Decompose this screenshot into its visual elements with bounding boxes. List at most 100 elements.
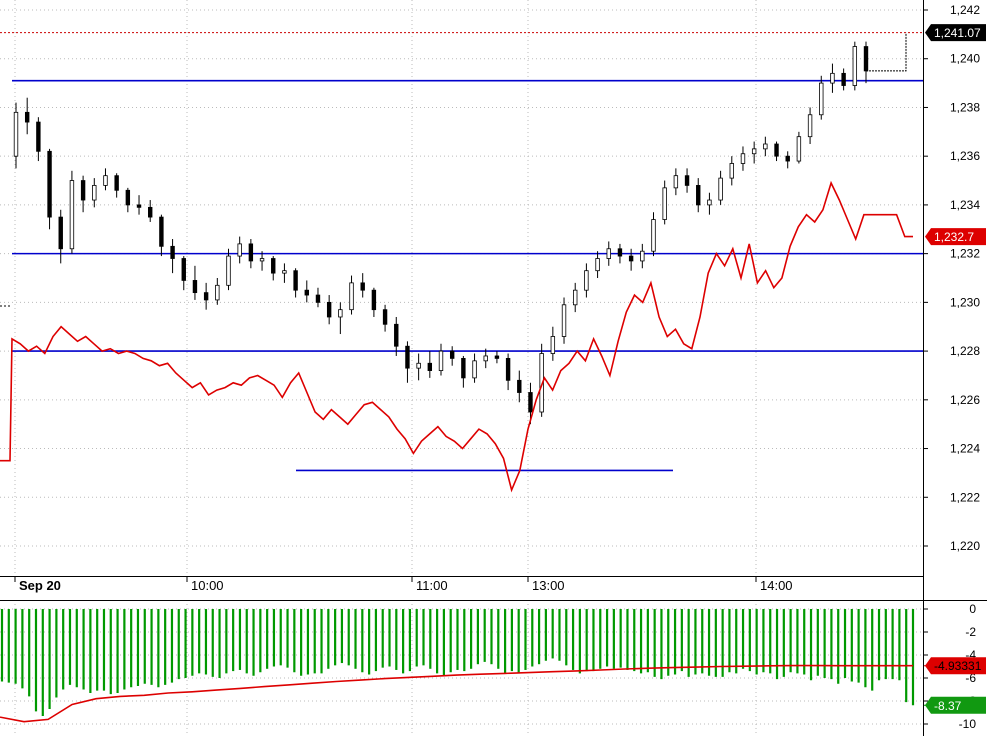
candle-48 xyxy=(551,327,555,361)
candle-body-36 xyxy=(417,363,421,368)
candle-body-43 xyxy=(495,356,499,358)
candle-body-51 xyxy=(585,271,589,290)
time-tick-label-3: 13:00 xyxy=(532,578,565,593)
candle-body-7 xyxy=(92,185,96,200)
candle-body-31 xyxy=(361,283,365,290)
candle-76 xyxy=(864,42,868,83)
last-price-step xyxy=(866,33,906,71)
candle-28 xyxy=(327,295,331,324)
sub-bar-tag: -8.37 xyxy=(925,697,986,714)
sub-tick-label-0: 0 xyxy=(969,602,976,616)
candle-body-13 xyxy=(160,217,164,246)
candle-body-29 xyxy=(339,310,343,317)
candle-body-53 xyxy=(607,249,611,259)
candle-3 xyxy=(48,149,52,229)
price-tick-label-1: 1,222 xyxy=(950,490,980,504)
candle-body-11 xyxy=(137,205,141,207)
candle-body-58 xyxy=(663,188,667,220)
candle-54 xyxy=(618,244,622,263)
candle-40 xyxy=(462,356,466,388)
candle-body-52 xyxy=(596,259,600,271)
sub-bar-tag-label: -8.37 xyxy=(934,699,962,713)
candle-body-17 xyxy=(204,293,208,300)
candle-49 xyxy=(562,297,566,343)
candle-29 xyxy=(339,302,343,334)
candle-53 xyxy=(607,241,611,265)
candle-37 xyxy=(428,351,432,378)
candle-17 xyxy=(204,283,208,310)
candle-59 xyxy=(674,168,678,195)
price-tick-label-4: 1,228 xyxy=(950,344,980,358)
candle-32 xyxy=(372,288,376,317)
price-tick-label-9: 1,238 xyxy=(950,100,980,114)
candle-71 xyxy=(808,107,812,144)
candle-body-40 xyxy=(462,358,466,377)
candle-body-70 xyxy=(797,137,801,161)
volume-bars xyxy=(2,609,913,716)
candle-body-66 xyxy=(752,149,756,154)
last-price-tag-label: 1,241.07 xyxy=(934,26,981,40)
candle-body-55 xyxy=(629,256,633,261)
price-tick-label-6: 1,232 xyxy=(950,247,980,261)
candle-72 xyxy=(819,76,823,120)
candle-body-5 xyxy=(70,181,74,249)
time-tick-label-0: Sep 20 xyxy=(19,578,61,593)
candle-body-2 xyxy=(37,122,41,151)
candle-body-72 xyxy=(819,83,823,115)
candle-body-50 xyxy=(573,290,577,305)
candle-body-23 xyxy=(271,259,275,274)
candle-12 xyxy=(148,200,152,222)
candle-body-59 xyxy=(674,176,678,188)
candle-16 xyxy=(193,266,197,300)
candle-18 xyxy=(216,278,220,305)
candle-4 xyxy=(59,210,63,264)
candle-39 xyxy=(450,346,454,365)
sub-line-tag-label: -4.93331 xyxy=(934,659,982,673)
candle-13 xyxy=(160,215,164,256)
candle-body-35 xyxy=(406,346,410,368)
candle-57 xyxy=(652,212,656,256)
candle-body-12 xyxy=(148,207,152,217)
candle-73 xyxy=(831,64,835,93)
candle-body-61 xyxy=(696,185,700,204)
value-tags: 1,241.07 1,232.7 -4.93331 -8.37 xyxy=(925,24,986,714)
candle-body-16 xyxy=(193,280,197,292)
candle-35 xyxy=(406,341,410,382)
red-line-tag: 1,232.7 xyxy=(925,228,986,245)
candle-65 xyxy=(741,146,745,170)
candle-body-25 xyxy=(294,271,298,290)
candle-24 xyxy=(283,263,287,282)
candle-body-8 xyxy=(104,176,108,186)
price-axis[interactable]: 1,2201,2221,2241,2261,2281,2301,2321,234… xyxy=(923,3,980,553)
red-line-series xyxy=(0,183,913,490)
candle-66 xyxy=(752,142,756,164)
candle-body-4 xyxy=(59,217,63,249)
candle-15 xyxy=(182,256,186,290)
candle-body-0 xyxy=(14,112,18,156)
candle-body-42 xyxy=(484,356,488,361)
candle-30 xyxy=(350,276,354,315)
candlestick-series xyxy=(14,42,868,425)
candle-34 xyxy=(394,317,398,356)
candle-body-37 xyxy=(428,363,432,370)
main-gridlines xyxy=(0,0,923,576)
candle-60 xyxy=(685,168,689,192)
sub-tick-label-1: -2 xyxy=(965,625,976,639)
time-tick-label-4: 14:00 xyxy=(760,578,793,593)
candle-body-60 xyxy=(685,176,689,186)
candle-21 xyxy=(249,239,253,268)
candle-body-1 xyxy=(25,112,29,122)
candle-body-38 xyxy=(439,351,443,370)
candle-body-22 xyxy=(260,259,264,261)
candle-26 xyxy=(305,280,309,302)
candle-body-34 xyxy=(394,324,398,346)
candle-0 xyxy=(14,103,18,169)
price-tick-label-0: 1,220 xyxy=(950,539,980,553)
price-tick-label-5: 1,230 xyxy=(950,295,980,309)
candle-67 xyxy=(764,137,768,156)
candle-11 xyxy=(137,195,141,214)
candle-20 xyxy=(238,237,242,264)
candle-body-68 xyxy=(775,144,779,156)
